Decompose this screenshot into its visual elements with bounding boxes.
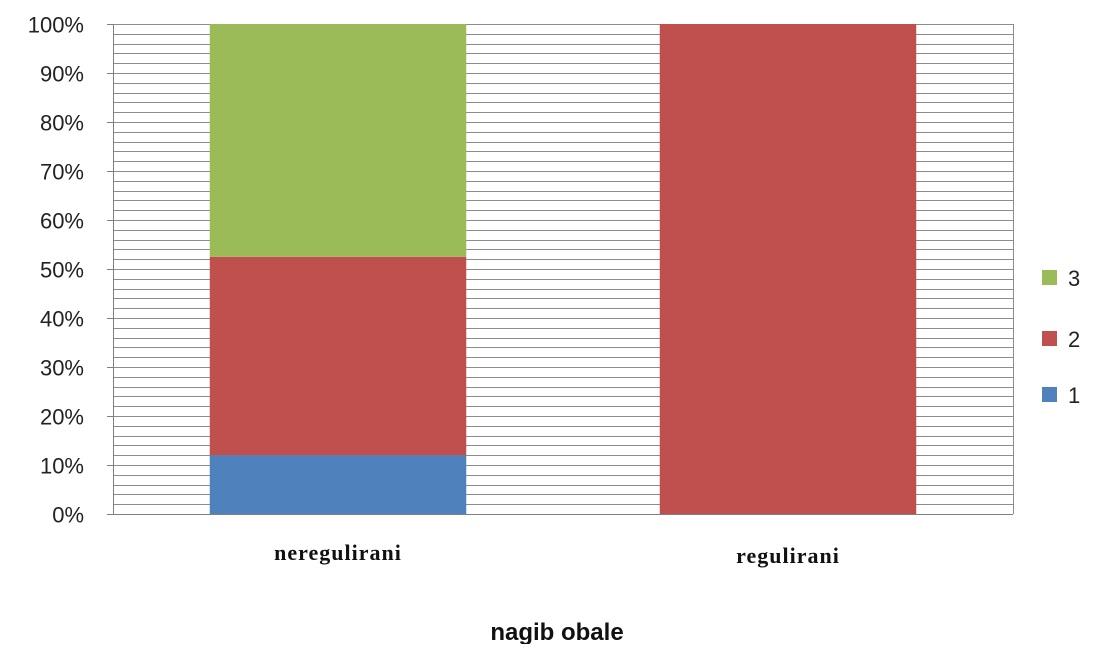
y-tick-label: 10% xyxy=(40,454,84,479)
bars xyxy=(209,24,917,514)
x-axis-title: nagib obale xyxy=(490,619,623,644)
legend-label-2: 2 xyxy=(1068,327,1080,352)
bar-segment-regulirani-series-2 xyxy=(659,24,917,514)
bar-segment-neregulirani-series-3 xyxy=(209,24,467,257)
legend-swatch-2 xyxy=(1042,331,1057,346)
y-tick-label: 20% xyxy=(40,405,84,430)
bar-segment-neregulirani-series-1 xyxy=(209,455,467,514)
legend-label-1: 1 xyxy=(1068,383,1080,408)
legend: 3 2 1 xyxy=(1042,266,1080,408)
y-tick-label: 30% xyxy=(40,356,84,381)
legend-swatch-1 xyxy=(1042,387,1057,402)
y-tick-label: 70% xyxy=(40,160,84,185)
y-tick-label: 40% xyxy=(40,307,84,332)
y-tick-label: 50% xyxy=(40,258,84,283)
y-tick-label: 60% xyxy=(40,209,84,234)
axes xyxy=(107,24,1013,515)
y-tick-label: 100% xyxy=(28,13,84,38)
x-tick-label: neregulirani xyxy=(274,540,402,565)
y-tick-label: 80% xyxy=(40,111,84,136)
y-tick-label: 0% xyxy=(52,503,84,528)
bar-segment-neregulirani-series-2 xyxy=(209,256,467,456)
y-tick-label: 90% xyxy=(40,62,84,87)
axis-labels: 0% 10% 20% 30% 40% 50% 60% 70% 80% 90% 100% neregul… xyxy=(28,13,840,569)
x-tick-label: regulirani xyxy=(736,543,840,568)
legend-swatch-3 xyxy=(1042,270,1057,285)
legend-label-3: 3 xyxy=(1068,266,1080,291)
